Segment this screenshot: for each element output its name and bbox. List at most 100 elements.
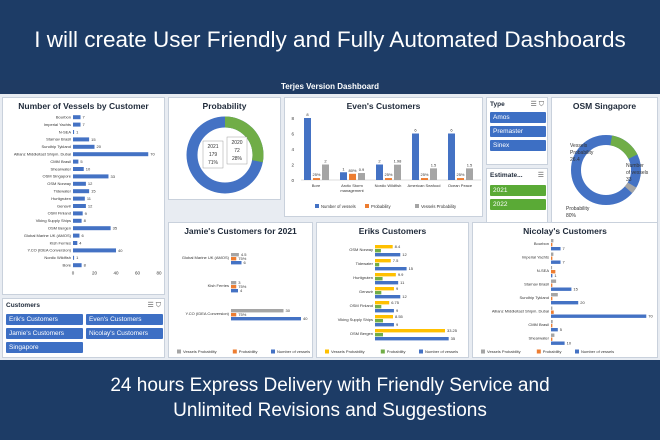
data-label: 6.75 <box>391 300 400 305</box>
data-label: 9.9 <box>398 272 404 277</box>
footer-line-1: 24 hours Express Delivery with Friendly … <box>110 375 550 396</box>
bar <box>231 309 284 313</box>
data-label: 70 <box>648 314 653 319</box>
jamie-panel: Jamie's Customers for 2021 Global Marine… <box>168 222 313 358</box>
tick-label: OSM Bergen <box>350 331 373 336</box>
dashboard-title: Terjes Version Dashboard <box>0 80 660 94</box>
tick-label: Shearwater <box>51 166 72 171</box>
tick-label: 4 <box>291 147 294 152</box>
data-label: 2 <box>324 159 327 164</box>
bar <box>231 313 237 317</box>
bar <box>231 289 238 293</box>
bar <box>73 122 81 127</box>
bar <box>73 159 79 164</box>
data-label: 20 <box>580 300 585 305</box>
pie-label: 80% <box>566 213 577 219</box>
bar <box>73 233 80 238</box>
legend-swatch <box>365 204 369 208</box>
bar <box>73 167 84 171</box>
legend-label: Number of vessels <box>277 349 310 354</box>
vessels-chart: Bourbon 7 Imperial Yachts 7 N-SEA 1 Starnav Br… <box>14 115 162 276</box>
data-label: 9 <box>396 322 399 327</box>
tick-label: Bore <box>312 183 321 188</box>
tick-label: Global Marine UK (AMOS) <box>182 255 230 260</box>
bar <box>231 261 242 265</box>
tick-label: Bore <box>63 263 72 268</box>
bar <box>551 328 558 332</box>
bar <box>551 247 561 251</box>
tick-label: OSM Norway <box>47 181 71 186</box>
bar <box>375 259 391 263</box>
bar <box>73 248 116 253</box>
bar <box>73 218 82 223</box>
multiselect-filter-icon[interactable]: ☰ ⛉ <box>530 101 544 108</box>
osm-singapore-title: OSM Singapore <box>572 101 637 111</box>
data-label: 15 <box>573 287 578 292</box>
bar <box>551 239 554 243</box>
slicer-item-nicolays[interactable]: Nicolay's Customers <box>86 328 163 339</box>
tick-label: American Seafood <box>408 183 441 188</box>
tick-label: Genavir <box>57 203 72 208</box>
bar <box>551 337 553 341</box>
data-label: 15 <box>409 266 414 271</box>
slicer-item-evens[interactable]: Even's Customers <box>86 314 163 325</box>
bar <box>73 196 85 201</box>
data-label: 1 <box>76 129 79 134</box>
footer-banner: 24 hours Express Delivery with Friendly … <box>0 360 660 440</box>
bar <box>375 245 393 249</box>
multiselect-filter-icon[interactable]: ☰ <box>537 172 544 179</box>
legend-swatch <box>536 349 541 354</box>
estimate-item-2022[interactable]: 2022 <box>490 199 546 210</box>
data-label: 4 <box>240 288 243 293</box>
slicer-item-singapore[interactable]: Singapore <box>6 342 83 353</box>
tick-label: Genavir <box>359 289 374 294</box>
type-slicer-title: Type <box>490 101 505 108</box>
bar <box>551 297 553 301</box>
data-label: 7 <box>563 246 566 251</box>
data-label: 70 <box>150 152 155 157</box>
legend-label: Vessels Probability <box>183 349 217 354</box>
type-item-premaster[interactable]: Premaster <box>490 126 546 137</box>
data-label: 8 <box>306 112 309 117</box>
bar <box>551 287 572 291</box>
bar <box>73 211 83 216</box>
data-label: 40 <box>118 248 123 253</box>
even-panel: Even's Customers 8 6 4 2 0 8 25% 2 Bore 1 80% 0.9 Ar… <box>284 97 483 217</box>
legend-label: Vessels Probability <box>487 349 521 354</box>
bar <box>375 267 407 271</box>
bar <box>551 333 555 337</box>
bar <box>73 204 86 208</box>
bar <box>375 295 401 299</box>
tick-label: Viking Supply Ships <box>36 218 71 223</box>
bar <box>385 178 392 180</box>
bar <box>73 226 111 231</box>
even-title: Even's Customers <box>346 101 421 111</box>
pie-label: 71% <box>208 160 219 166</box>
data-label: 4 <box>79 240 82 245</box>
slicer-item-jamies[interactable]: Jamie's Customers <box>6 328 83 339</box>
legend-swatch <box>575 349 579 354</box>
bar <box>73 115 81 120</box>
tick-label: N-SEA <box>59 129 72 134</box>
pie-label: 33 <box>626 177 632 183</box>
bar <box>231 253 239 257</box>
data-label: 2 <box>378 159 381 164</box>
tick-label: OSM Singapore <box>43 174 72 179</box>
pie-label: 2021 <box>207 144 218 150</box>
jamie-title: Jamie's Customers for 2021 <box>184 226 297 236</box>
data-label: 33.25 <box>447 328 458 333</box>
tick-label: Allianz Middleitast Shipm. Dubai <box>14 152 71 157</box>
type-item-sinex[interactable]: Sinex <box>490 140 546 151</box>
bar <box>304 118 311 180</box>
legend-swatch <box>419 349 423 354</box>
data-label: 6 <box>414 128 417 133</box>
legend-label: Vessels Probability <box>331 349 365 354</box>
tick-label: Bourbon <box>56 115 71 120</box>
pie-label: 28% <box>232 156 243 162</box>
slicer-item-eriks[interactable]: Erik's Customers <box>6 314 83 325</box>
estimate-item-2021[interactable]: 2021 <box>490 185 546 196</box>
tick-label: Imperial Yachts <box>522 255 549 260</box>
multiselect-filter-icon[interactable]: ☰ ⛉ <box>147 302 161 309</box>
type-item-amos[interactable]: Amos <box>490 112 546 123</box>
